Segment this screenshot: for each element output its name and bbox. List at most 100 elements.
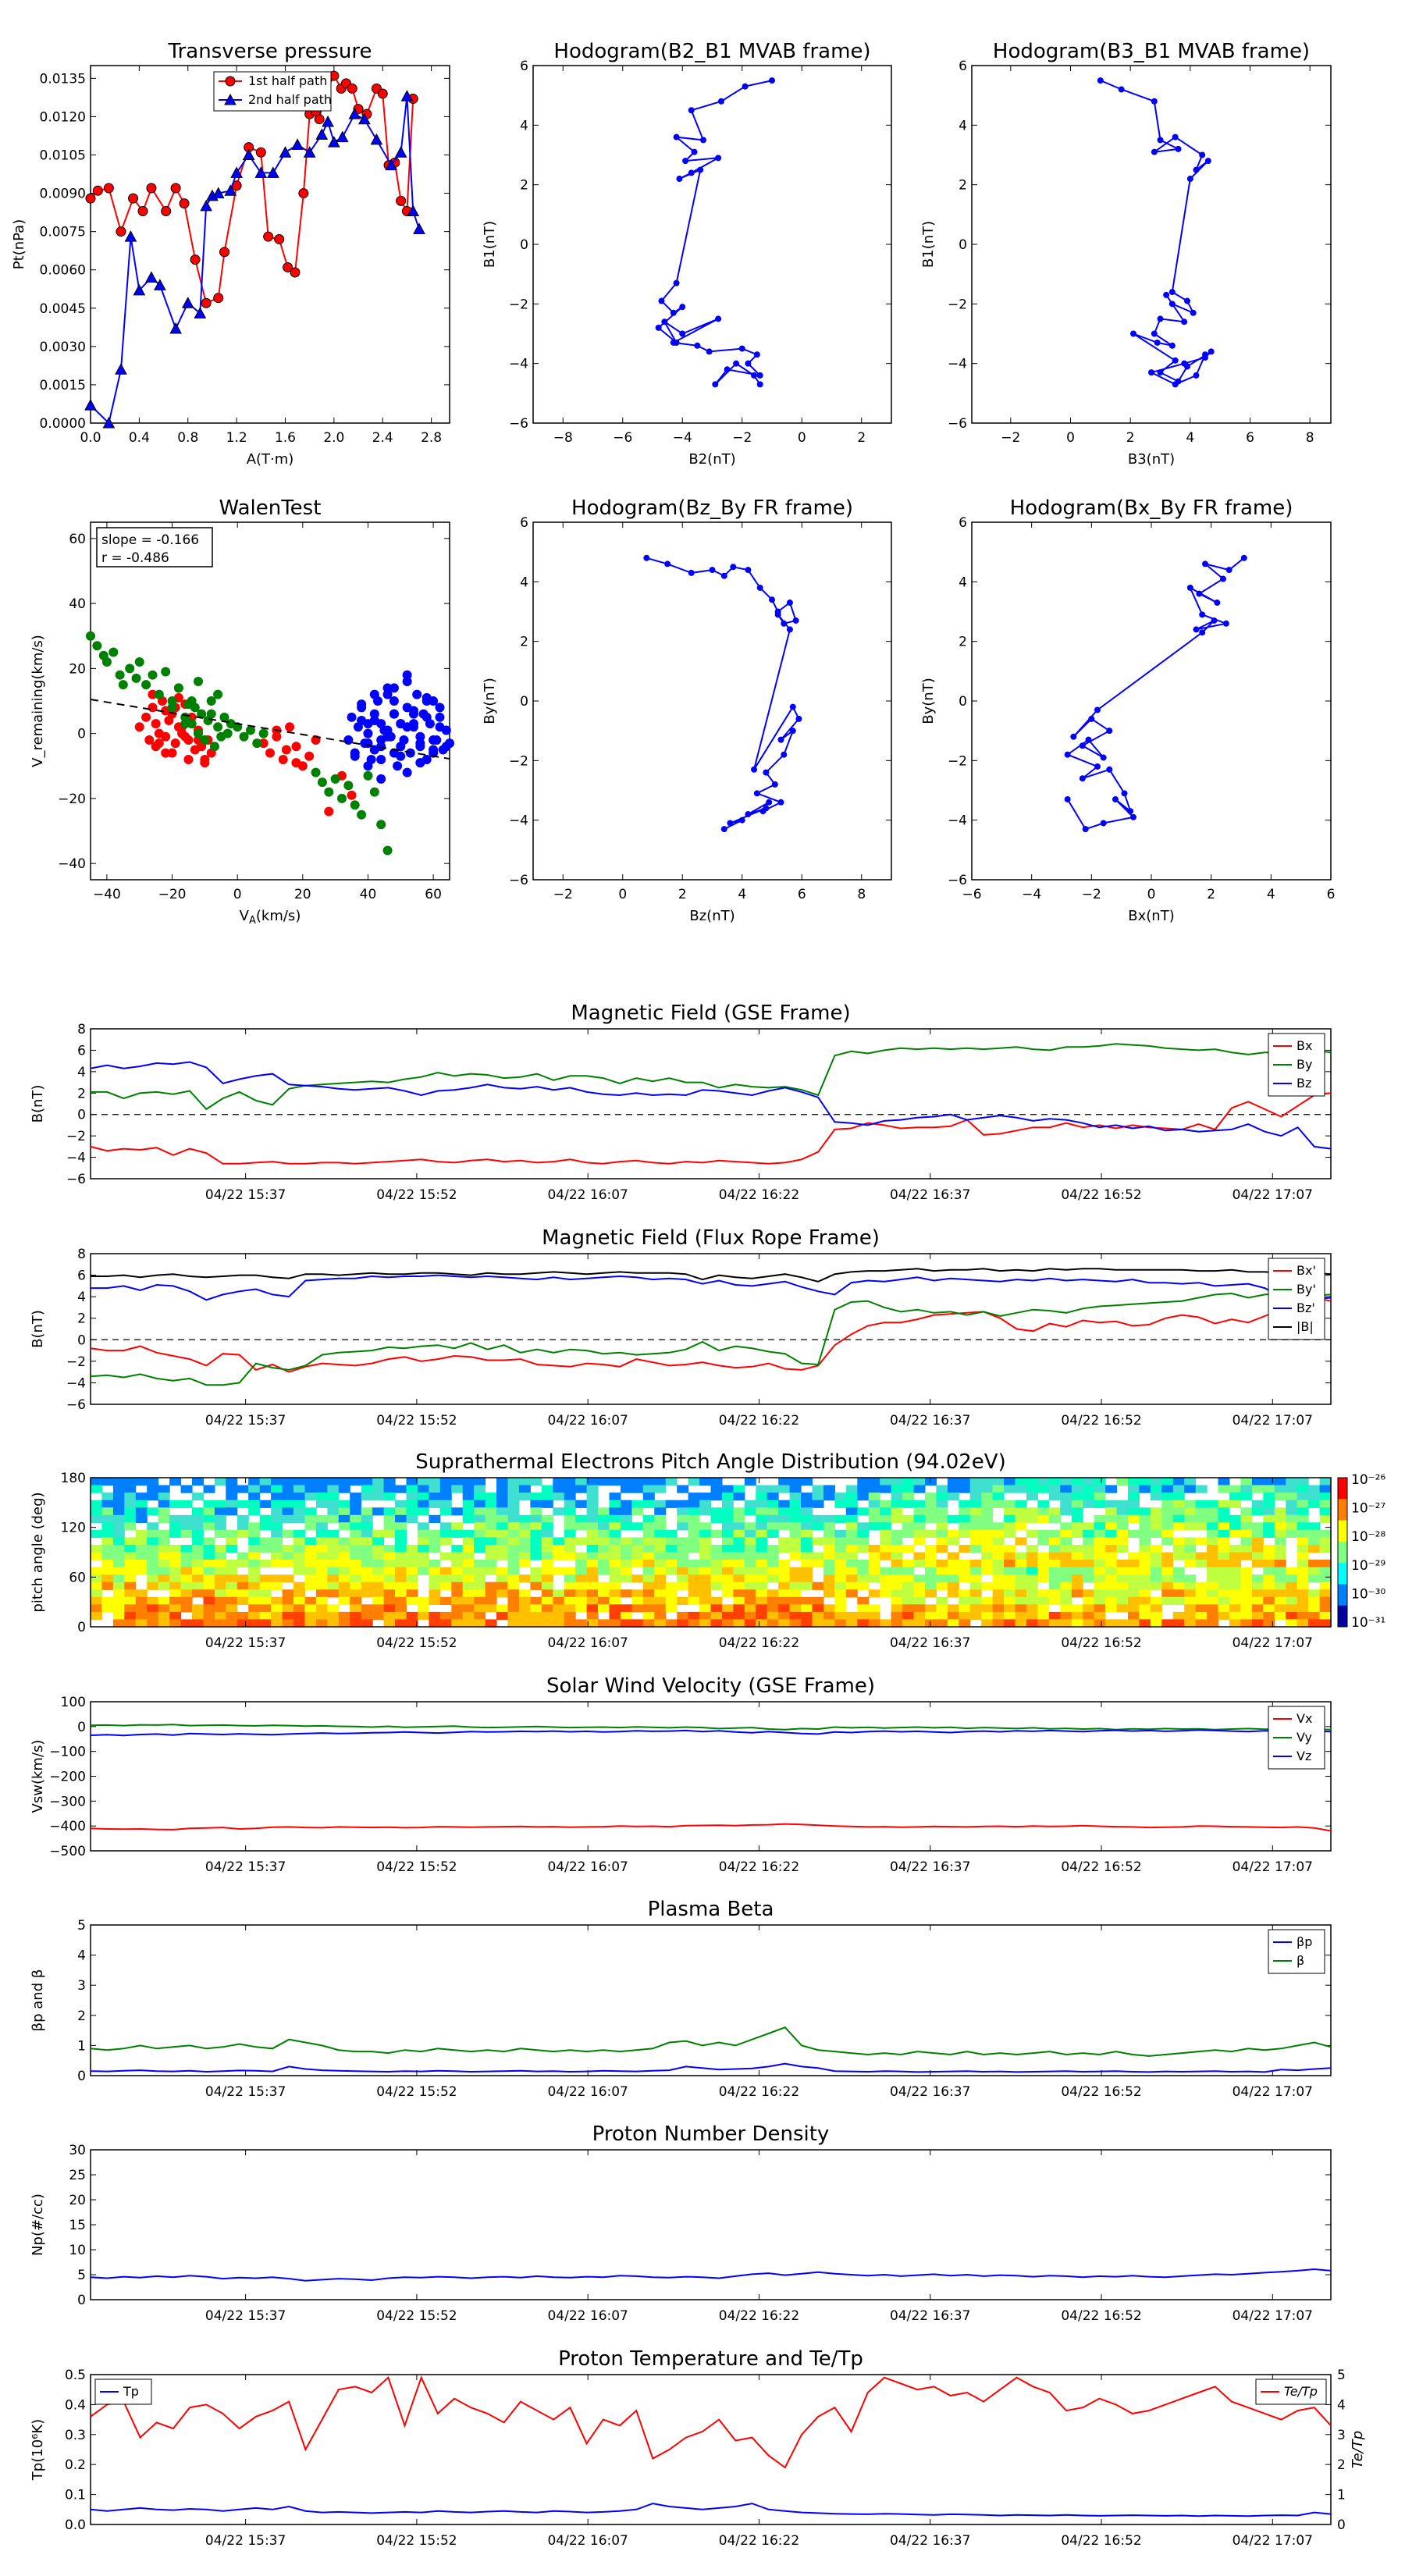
heatmap-cell [1139,1514,1151,1523]
heatmap-cell [1297,1589,1309,1598]
heatmap-cell [158,1574,170,1583]
data-point [1172,357,1179,364]
heatmap-cell [1207,1611,1219,1621]
colorbar-tick-label: 10⁻³⁰ [1351,1586,1385,1602]
heatmap-cell [654,1574,667,1583]
heatmap-cell [992,1611,1005,1621]
heatmap-cell [237,1560,249,1568]
y-tick-label: 30 [69,2143,86,2158]
data-point [777,736,784,743]
data-point [348,108,361,119]
heatmap-cell [169,1589,182,1598]
heatmap-cell [406,1507,418,1516]
data-point [347,83,357,94]
data-point [1163,291,1170,298]
data-point [1097,77,1104,84]
heatmap-cell [710,1574,723,1583]
heatmap-cell [868,1545,880,1553]
heatmap-cell [462,1493,475,1501]
heatmap-cell [1150,1574,1162,1583]
data-point [285,722,295,732]
heatmap-cell [891,1537,903,1546]
heatmap-cell [180,1552,193,1560]
data-point [733,360,740,367]
heatmap-cell [812,1604,824,1613]
heatmap-cell [293,1478,305,1486]
heatmap-cell [1218,1529,1230,1538]
heatmap-cell [1251,1552,1264,1560]
x-axis-label: Bx(nT) [1128,908,1174,924]
heatmap-cell [530,1493,542,1501]
heatmap-cell [665,1619,678,1628]
heatmap-cell [1004,1478,1016,1486]
heatmap-cell [327,1619,340,1628]
heatmap-cell [451,1560,464,1568]
heatmap-cell [304,1596,317,1605]
heatmap-cell [677,1500,689,1508]
data-point [1157,315,1164,322]
heatmap-cell [439,1493,452,1501]
heatmap-cell [1004,1529,1016,1538]
heatmap-cell [936,1493,948,1501]
heatmap-cell [586,1478,599,1486]
heatmap-cell [203,1589,215,1598]
x-tick-label: 04/22 16:07 [547,2308,628,2324]
heatmap-cell [1083,1589,1095,1598]
series-line-te-tp [90,2375,1332,2469]
heatmap-cell [1161,1589,1174,1598]
x-tick-label: 04/22 16:52 [1061,2533,1141,2549]
heatmap-cell [631,1545,644,1553]
x-tick-label: 04/22 16:07 [547,1859,628,1875]
heatmap-cell [823,1560,835,1568]
data-point [1130,330,1136,337]
legend: βpβ [1268,1929,1325,1974]
y-axis-label: B1(nT) [482,221,498,268]
heatmap-cell [902,1589,915,1598]
heatmap-cell [710,1478,723,1486]
heatmap-cell [338,1514,350,1523]
data-point [753,790,760,797]
heatmap-cell [293,1552,305,1560]
heatmap-cell [823,1545,835,1553]
heatmap-cell [1308,1560,1321,1568]
heatmap-cell [1128,1574,1140,1583]
heatmap-cell [1048,1596,1061,1605]
data-point [422,692,432,703]
heatmap-cell [451,1529,464,1538]
scatter-blue [343,670,454,784]
heatmap-cell [812,1485,824,1493]
heatmap-cell [237,1619,249,1628]
heatmap-cell [304,1552,317,1560]
legend-label: Bz [1297,1076,1311,1091]
heatmap-cell [1207,1529,1219,1538]
heatmap-cell [1128,1485,1140,1493]
heatmap-cell [383,1529,396,1538]
heatmap-cell [304,1485,317,1493]
heatmap-cell [845,1500,858,1508]
heatmap-cell [620,1604,632,1613]
data-point [194,735,203,745]
heatmap-cell [147,1611,159,1621]
heatmap-cell [1297,1522,1309,1531]
heatmap-cell [1286,1529,1298,1538]
heatmap-cell [721,1567,734,1575]
heatmap-cell [609,1500,621,1508]
heatmap-cell [361,1552,373,1560]
heatmap-cell [1094,1582,1106,1590]
heatmap-cell [789,1582,802,1590]
heatmap-cell [733,1619,745,1628]
heatmap-cell [564,1485,576,1493]
heatmap-cell [485,1514,497,1523]
data-point [1181,360,1188,367]
heatmap-cell [439,1522,452,1531]
heatmap-cell [959,1522,971,1531]
heatmap-cell [1139,1574,1151,1583]
heatmap-cell [395,1567,407,1575]
heatmap-cell [1184,1611,1197,1621]
heatmap-cell [789,1485,802,1493]
heatmap-cell [733,1560,745,1568]
heatmap-cell [733,1567,745,1575]
data-point [324,787,334,797]
heatmap-cell [462,1500,475,1508]
heatmap-cell [801,1596,813,1605]
